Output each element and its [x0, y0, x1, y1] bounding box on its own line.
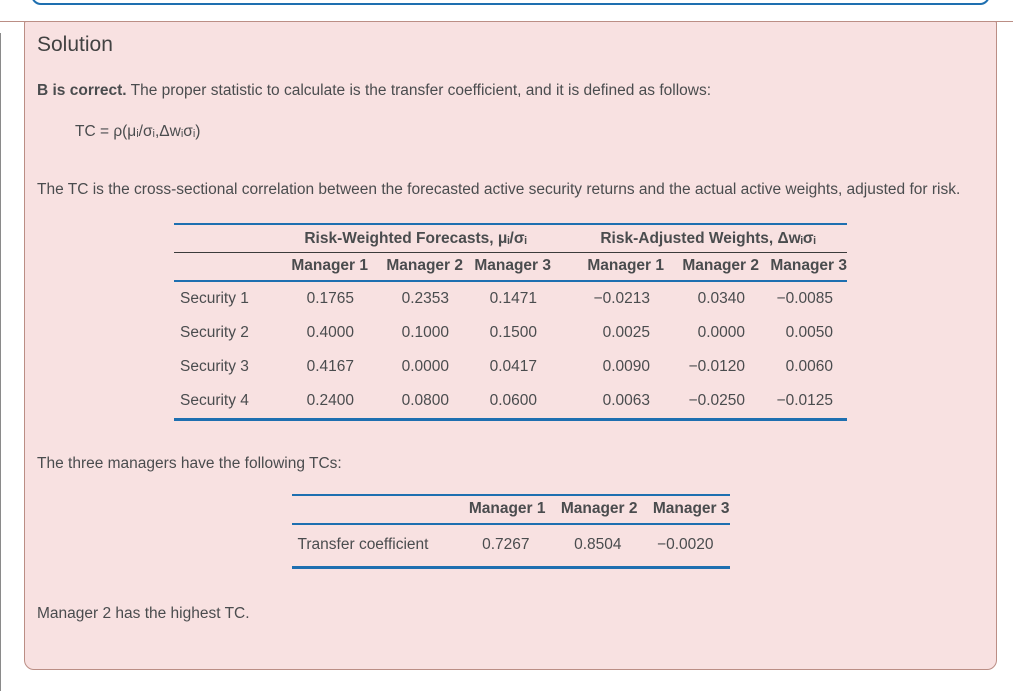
table-cell: −0.0085 — [776, 290, 833, 307]
column-header: Manager 1 — [569, 252, 664, 282]
table-cell: 0.4000 — [306, 324, 354, 341]
answer-statement-rest: The proper statistic to calculate is the… — [126, 82, 712, 99]
transfer-coefficient-formula: TC = ρ(μᵢ/σᵢ,Δwᵢσᵢ) — [75, 123, 201, 140]
column-header: Manager 2 — [368, 252, 463, 282]
table-cell: 0.0060 — [785, 358, 833, 375]
column-header: Manager 2 — [664, 252, 759, 282]
table-cell: −0.0213 — [593, 290, 650, 307]
empty-header-cell — [174, 224, 280, 253]
table-cell: −0.0250 — [688, 392, 745, 409]
table-cell: −0.0120 — [688, 358, 745, 375]
risk-weighted-forecasts-header: Risk-Weighted Forecasts, μᵢ/σᵢ — [280, 224, 551, 253]
transfer-coefficient-table: Manager 1 Manager 2 Manager 3 Transfer c… — [291, 494, 730, 569]
table-cell: 0.1765 — [306, 290, 354, 307]
conclusion-text: Manager 2 has the highest TC. — [37, 605, 250, 622]
table-cell: 0.1471 — [489, 290, 537, 307]
table-cell: 0.1000 — [401, 324, 449, 341]
table-cell: 0.4167 — [306, 358, 354, 375]
table-cell: 0.0025 — [602, 324, 650, 341]
table-row: Security 4 0.2400 0.0800 0.0600 0.0063 −… — [174, 384, 847, 420]
table-cell: 0.0000 — [697, 324, 745, 341]
table-row: Security 2 0.4000 0.1000 0.1500 0.0025 0… — [174, 316, 847, 350]
table-row: Transfer coefficient 0.7267 0.8504 −0.00… — [292, 524, 730, 568]
column-header: Manager 1 — [280, 252, 368, 282]
risk-adjusted-weights-header: Risk-Adjusted Weights, Δwᵢσᵢ — [569, 224, 847, 253]
gap-cell — [551, 252, 569, 282]
row-label: Security 3 — [180, 358, 249, 375]
column-header: Manager 3 — [463, 252, 551, 282]
table-cell: 0.0417 — [489, 358, 537, 375]
window-left-edge — [0, 33, 1, 691]
tcs-intro-text: The three managers have the following TC… — [37, 455, 342, 472]
table-cell: 0.0340 — [697, 290, 745, 307]
gap-cell — [551, 224, 569, 253]
column-header: Manager 3 — [637, 495, 730, 525]
row-label: Transfer coefficient — [297, 536, 429, 553]
answer-statement: B is correct. The proper statistic to ca… — [37, 80, 984, 102]
table-cell: 0.0600 — [489, 392, 537, 409]
column-header: Manager 2 — [545, 495, 638, 525]
gap-cell — [551, 316, 569, 350]
empty-header-cell — [291, 495, 454, 525]
table-row: Security 1 0.1765 0.2353 0.1471 −0.0213 … — [174, 281, 847, 316]
table-cell: −0.0020 — [657, 536, 714, 553]
row-label: Security 4 — [180, 392, 249, 409]
table-cell: 0.2400 — [306, 392, 354, 409]
table-row: Security 3 0.4167 0.0000 0.0417 0.0090 −… — [174, 350, 847, 384]
table-cell: 0.0050 — [785, 324, 833, 341]
tc-explanation: The TC is the cross-sectional correlatio… — [37, 181, 961, 198]
table-cell: 0.2353 — [401, 290, 449, 307]
table-cell: 0.0000 — [401, 358, 449, 375]
table-cell: 0.1500 — [489, 324, 537, 341]
solution-heading: Solution — [37, 33, 113, 56]
table-manager-header-row: Manager 1 Manager 2 Manager 3 Manager 1 … — [174, 252, 847, 282]
table-cell: 0.0800 — [401, 392, 449, 409]
empty-header-cell — [174, 252, 280, 282]
column-header: Manager 3 — [759, 252, 847, 282]
table-cell: 0.7267 — [482, 536, 530, 553]
solution-panel: Solution B is correct. The proper statis… — [24, 21, 997, 670]
table-cell: 0.0063 — [602, 392, 650, 409]
gap-cell — [551, 350, 569, 384]
table-cell: 0.0090 — [602, 358, 650, 375]
forecasts-weights-table: Risk-Weighted Forecasts, μᵢ/σᵢ Risk-Adju… — [174, 223, 847, 421]
table-cell: 0.8504 — [574, 536, 622, 553]
correct-answer-label: B is correct. — [37, 82, 127, 99]
table-manager-header-row: Manager 1 Manager 2 Manager 3 — [291, 495, 730, 525]
collapsed-question-card-bottom[interactable] — [31, 0, 990, 5]
row-label: Security 2 — [180, 324, 249, 341]
gap-cell — [551, 281, 569, 316]
gap-cell — [551, 384, 569, 420]
row-label: Security 1 — [180, 290, 249, 307]
table-cell: −0.0125 — [776, 392, 833, 409]
table-group-header-row: Risk-Weighted Forecasts, μᵢ/σᵢ Risk-Adju… — [174, 224, 847, 253]
column-header: Manager 1 — [453, 495, 546, 525]
